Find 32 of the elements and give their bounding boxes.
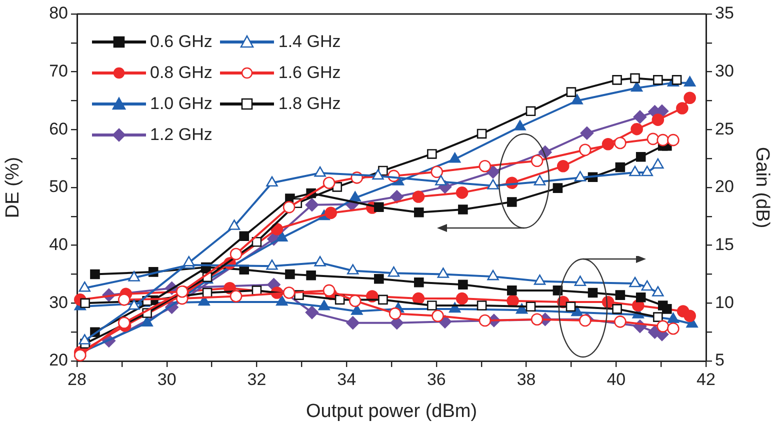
- y-tick-label: 50: [49, 177, 68, 196]
- y2-axis-title: Gain (dB): [751, 146, 772, 228]
- legend-label: 1.2 GHz: [150, 124, 212, 144]
- x-tick-label: 32: [247, 370, 266, 389]
- y-axis-title: DE (%): [2, 156, 24, 218]
- legend-label: 0.8 GHz: [150, 62, 212, 82]
- x-tick-label: 34: [337, 370, 356, 389]
- x-tick-label: 38: [516, 370, 536, 389]
- x-axis-title: Output power (dBm): [306, 400, 478, 422]
- legend-label: 1.4 GHz: [278, 32, 341, 52]
- y2-tick-label: 15: [715, 235, 734, 254]
- legend-label: 1.6 GHz: [278, 62, 341, 82]
- x-tick-label: 36: [426, 370, 446, 389]
- y-tick-label: 70: [49, 62, 68, 81]
- y2-tick-label: 25: [715, 119, 734, 138]
- y-tick-label: 40: [49, 235, 68, 254]
- y-tick-label: 80: [49, 4, 68, 23]
- y-tick-label: 60: [49, 119, 68, 138]
- y2-tick-label: 35: [715, 4, 734, 23]
- x-tick-label: 30: [157, 370, 176, 389]
- y2-tick-label: 10: [715, 292, 734, 312]
- legend-label: 1.0 GHz: [150, 94, 212, 114]
- legend-label: 0.6 GHz: [150, 32, 212, 52]
- y-tick-label: 30: [49, 292, 68, 312]
- legend-label: 1.8 GHz: [278, 94, 341, 114]
- y2-tick-label: 30: [715, 62, 734, 81]
- y2-tick-label: 5: [715, 350, 724, 370]
- x-tick-label: 28: [68, 370, 86, 389]
- y-tick-label: 20: [49, 350, 68, 370]
- y2-tick-label: 20: [715, 177, 734, 196]
- x-tick-label: 42: [696, 370, 716, 389]
- x-tick-label: 40: [606, 370, 626, 389]
